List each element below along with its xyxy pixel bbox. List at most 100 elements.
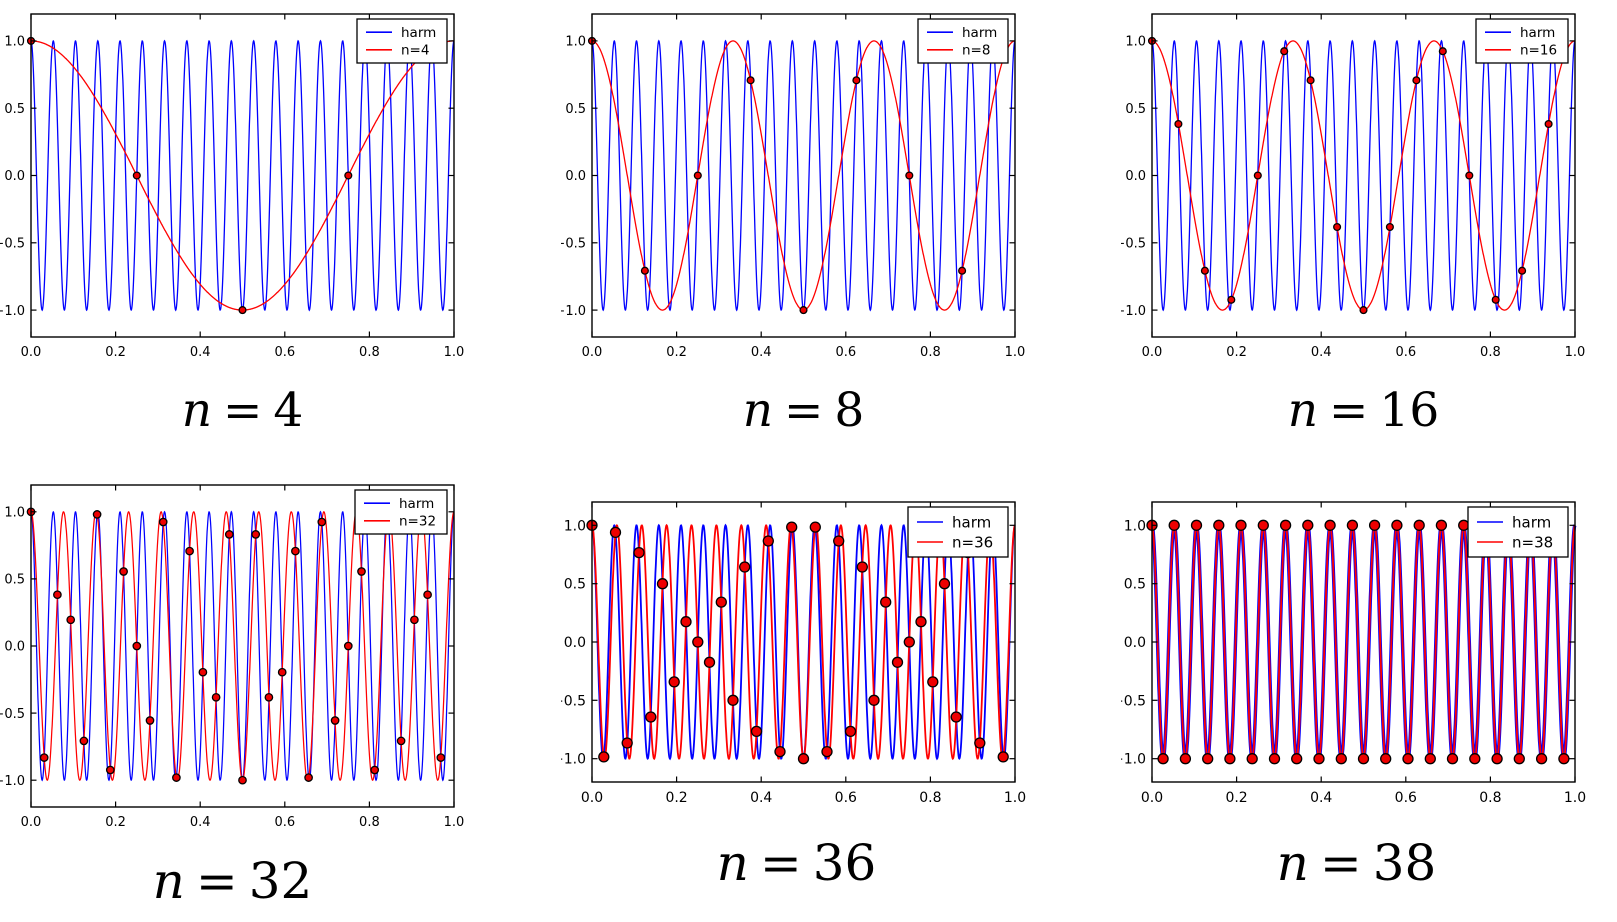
x-tick-label: 0.6: [274, 815, 295, 830]
sample-point: [1253, 171, 1262, 180]
legend-label: harm: [962, 25, 997, 41]
caption-value: 8: [834, 383, 865, 438]
sample-point: [852, 76, 861, 85]
legend-label: n=38: [1512, 533, 1553, 551]
subplot-n38: 0.0 0.2 0.4 0.6 0.8 1.0 1.0 0.5 0.0 −0.5 −1.0 harm n…: [1121, 489, 1595, 820]
sample-point: [774, 745, 786, 758]
y-tick-label: 0.5: [4, 573, 25, 588]
y-tick-label: −0.5: [1121, 693, 1146, 709]
sample-point: [53, 590, 62, 600]
sample-point: [762, 535, 774, 547]
sample-point: [1391, 519, 1403, 531]
subplot-n36: 0.0 0.2 0.4 0.6 0.8 1.0 1.0 0.5 0.0 −0.5 −1.0 harm n…: [561, 489, 1035, 820]
subplot-n16: 0.0 0.2 0.4 0.6 0.8 1.0 1.0 0.5 0.0 −0.5 −1.0 harm n…: [1121, 1, 1595, 375]
x-tick-label: 0.4: [1310, 790, 1332, 806]
caption-equals: =: [195, 852, 238, 910]
sample-point: [344, 171, 353, 180]
sample-point: [198, 667, 208, 677]
sample-point: [958, 266, 967, 275]
x-tick-label: 0.8: [1480, 345, 1501, 360]
y-tick-label: 1.0: [564, 518, 586, 534]
sample-point: [1333, 222, 1342, 232]
sample-point: [1291, 753, 1303, 765]
legend-box: [907, 506, 1009, 558]
sample-point: [238, 775, 247, 785]
legend-label: harm: [399, 496, 434, 512]
sample-point: [833, 535, 845, 547]
sample-point: [436, 753, 446, 762]
sample-point: [1346, 519, 1359, 531]
x-tick-label: 1.0: [1565, 345, 1586, 360]
x-tick-label: 0.4: [190, 345, 211, 360]
sample-point: [692, 636, 704, 648]
sample-point: [39, 753, 49, 762]
caption-equals: =: [759, 834, 802, 892]
caption-symbol: n: [742, 383, 773, 438]
x-tick-label: 0.0: [1141, 790, 1163, 806]
caption-symbol: n: [716, 834, 749, 892]
axes-canvas: 0.0 0.2 0.4 0.6 0.8 1.0 1.0 0.5 0.0 −0.5 −1.0 harm n…: [561, 489, 1035, 820]
sample-point: [410, 615, 419, 625]
sample-point: [750, 725, 763, 738]
caption-n4: n = 4: [31, 383, 454, 438]
sample-point: [1469, 753, 1481, 765]
sample-point: [1413, 519, 1425, 531]
legend-label: harm: [401, 25, 436, 41]
sample-point: [1535, 753, 1548, 765]
y-tick-label: 0.0: [4, 640, 25, 655]
y-tick-label: −0.5: [0, 236, 25, 251]
x-tick-label: 0.0: [1142, 345, 1163, 360]
y-tick-label: 1.0: [565, 35, 586, 50]
x-tick-label: 0.4: [190, 815, 211, 830]
sample-point: [66, 615, 76, 625]
legend-label: n=16: [1520, 43, 1557, 59]
sample-point: [1268, 753, 1281, 765]
sample-point: [693, 171, 702, 180]
x-tick-label: 1.0: [444, 815, 465, 830]
sample-point: [396, 736, 406, 746]
sample-point: [703, 656, 716, 668]
sample-point: [609, 526, 622, 539]
legend-label: n=32: [399, 514, 436, 530]
sample-point: [799, 306, 808, 315]
y-tick-label: 0.5: [4, 102, 25, 117]
sample-point: [317, 517, 327, 527]
subplot-n32: 0.0 0.2 0.4 0.6 0.8 1.0 1.0 0.5 0.0 −0.5 −1.0 harm n…: [0, 472, 474, 845]
legend-box: [1475, 18, 1569, 64]
x-tick-label: 0.8: [1479, 790, 1501, 806]
sample-point: [92, 510, 102, 519]
caption-n38: n = 38: [1145, 834, 1568, 893]
y-tick-label: 1.0: [4, 505, 25, 520]
x-tick-label: 0.4: [750, 790, 772, 806]
caption-value: 16: [1379, 383, 1440, 438]
y-tick-label: 0.5: [1125, 102, 1146, 117]
x-tick-label: 0.2: [1225, 790, 1247, 806]
sample-point: [1380, 753, 1392, 765]
legend-box: [917, 18, 1009, 64]
sample-point: [1385, 222, 1394, 232]
caption-equals: =: [783, 383, 824, 438]
x-tick-label: 0.6: [1395, 790, 1417, 806]
caption-n8: n = 8: [592, 383, 1015, 438]
subplot-n8: 0.0 0.2 0.4 0.6 0.8 1.0 1.0 0.5 0.0 −0.5 −1.0 harm n…: [561, 1, 1035, 375]
caption-symbol: n: [1276, 834, 1309, 892]
sample-point: [905, 171, 914, 180]
sample-point: [844, 725, 857, 738]
sample-point: [370, 765, 380, 775]
sample-point: [1368, 519, 1381, 531]
sample-point: [224, 530, 234, 539]
sample-point: [645, 711, 657, 723]
sample-point: [211, 692, 221, 702]
sample-point: [809, 521, 821, 533]
sample-point: [727, 694, 739, 706]
x-tick-label: 0.8: [359, 815, 380, 830]
sample-point: [1280, 47, 1289, 56]
sample-point: [1324, 519, 1336, 531]
sample-point: [238, 306, 247, 315]
sample-point: [1213, 519, 1225, 531]
x-tick-label: 0.2: [666, 345, 687, 360]
axes-canvas: 0.0 0.2 0.4 0.6 0.8 1.0 1.0 0.5 0.0 −0.5 −1.0 harm n…: [0, 1, 474, 375]
caption-value: 4: [273, 383, 304, 438]
caption-symbol: n: [181, 383, 212, 438]
